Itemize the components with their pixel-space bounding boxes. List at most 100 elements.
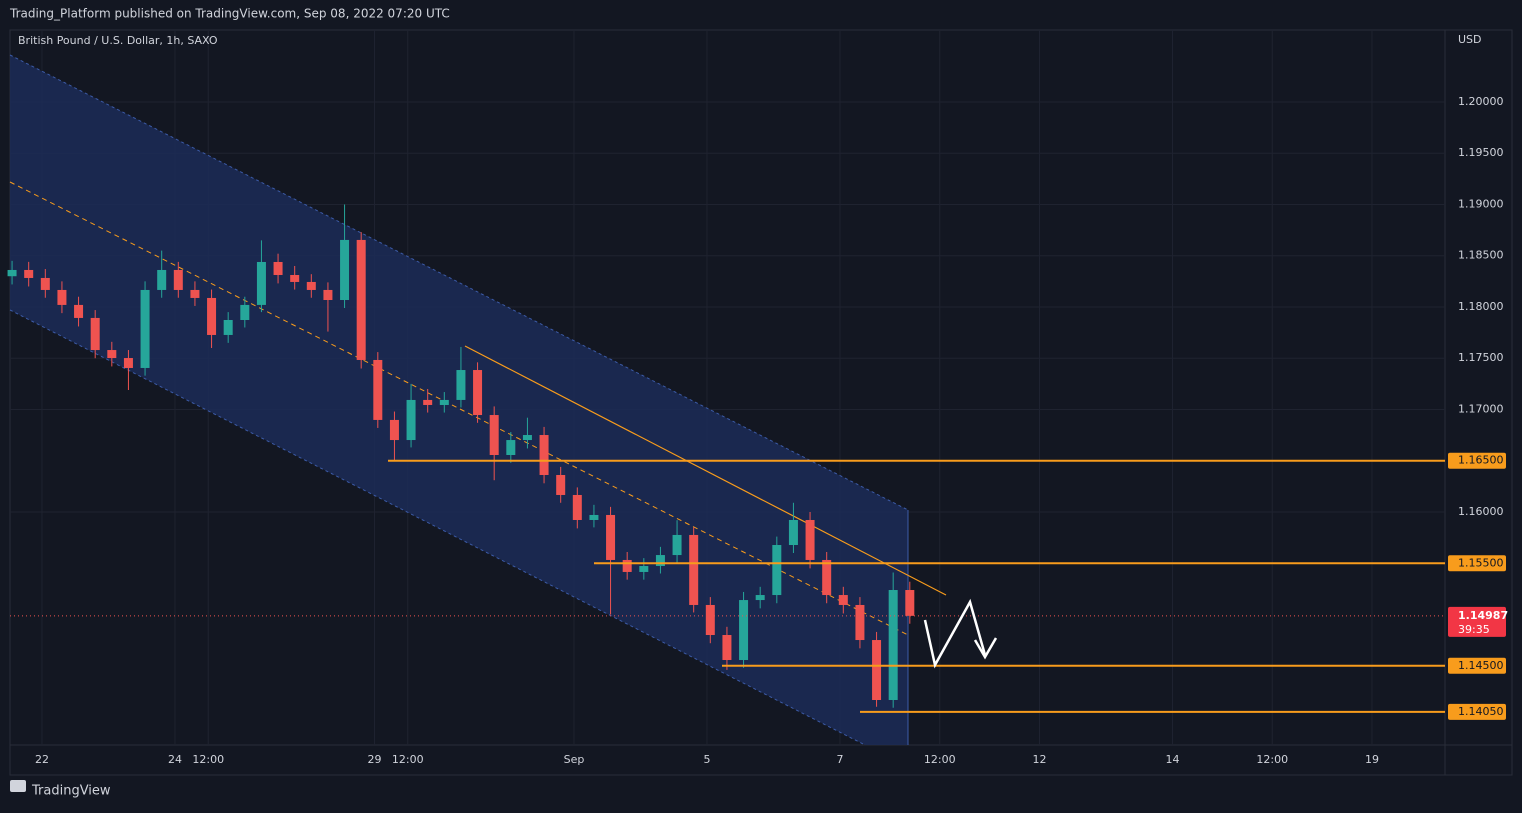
arrow-head xyxy=(973,637,998,660)
candles xyxy=(7,204,915,708)
candle-body xyxy=(838,595,848,605)
channel xyxy=(10,55,908,745)
candle-body xyxy=(157,269,167,290)
candle-body xyxy=(123,358,133,368)
x-tick-label: 24 xyxy=(168,753,182,766)
candle-body xyxy=(755,595,765,601)
x-tick-label: 12:00 xyxy=(1256,753,1288,766)
candle-body xyxy=(489,415,499,456)
candle-body xyxy=(173,269,183,290)
candle-body xyxy=(705,604,715,636)
x-tick-label: 7 xyxy=(836,753,843,766)
last-price-tag xyxy=(1448,606,1506,637)
candle-body xyxy=(406,399,416,441)
candle-body xyxy=(788,519,798,546)
channel-bottom xyxy=(9,309,866,746)
candle-body xyxy=(389,419,399,441)
brand[interactable]: TradingView xyxy=(31,784,111,799)
candle-body xyxy=(822,559,832,596)
x-tick-label: 22 xyxy=(35,753,49,766)
candle-body xyxy=(473,370,483,416)
candle-body xyxy=(689,534,699,605)
logo xyxy=(10,780,26,792)
level-tag xyxy=(1448,703,1506,720)
currency: USD xyxy=(1458,33,1482,46)
level-tag xyxy=(1448,555,1506,572)
level-label: 1.16500 xyxy=(1458,454,1504,467)
y-tick-label: 1.19500 xyxy=(1458,146,1504,159)
candle-body xyxy=(90,317,100,351)
candle-body xyxy=(655,555,665,567)
candle-body xyxy=(306,281,316,290)
x-tick-label: Sep xyxy=(564,753,585,766)
candle-body xyxy=(439,399,449,405)
y-tick-label: 1.16000 xyxy=(1458,505,1504,518)
countdown: 39:35 xyxy=(1458,623,1490,636)
candle-body xyxy=(522,435,532,441)
candle-body xyxy=(207,297,217,335)
candle-body xyxy=(107,350,117,359)
y-tick-label: 1.17000 xyxy=(1458,402,1504,415)
candle-body xyxy=(190,289,200,298)
level-label: 1.15500 xyxy=(1458,556,1504,569)
candle-body xyxy=(606,514,616,560)
candle-body xyxy=(772,545,782,596)
candle-body xyxy=(223,319,233,335)
candle-body xyxy=(57,289,67,305)
candle-body xyxy=(572,494,582,520)
level-label: 1.14500 xyxy=(1458,659,1504,672)
candle-body xyxy=(672,534,682,556)
level-tag xyxy=(1448,452,1506,469)
level-tag xyxy=(1448,657,1506,674)
candle-body xyxy=(556,474,566,495)
y-tick-label: 1.19000 xyxy=(1458,197,1504,210)
x-tick-label: 12:00 xyxy=(924,753,956,766)
x-tick-label: 12:00 xyxy=(392,753,424,766)
candle-body xyxy=(589,514,599,520)
candle-body xyxy=(888,590,898,700)
candle-body xyxy=(722,635,732,661)
x-tick-label: 12:00 xyxy=(192,753,224,766)
candle-body xyxy=(323,289,333,301)
level-label: 1.14050 xyxy=(1458,705,1504,718)
y-tick-label: 1.18000 xyxy=(1458,300,1504,313)
x-tick-label: 5 xyxy=(703,753,710,766)
candle-body xyxy=(423,399,433,405)
x-tick-label: 29 xyxy=(367,753,381,766)
candle-body xyxy=(905,590,915,616)
candle-body xyxy=(805,519,815,560)
candle-body xyxy=(855,604,865,641)
candle-body xyxy=(273,261,283,275)
candle-body xyxy=(539,435,549,475)
projection-arrow xyxy=(923,598,987,669)
candle-body xyxy=(140,289,150,368)
candle-body xyxy=(256,261,266,305)
publish-note: Trading_Platform published on TradingVie… xyxy=(9,7,450,21)
candle-body xyxy=(40,277,50,290)
candle-body xyxy=(290,274,300,282)
x-tick-label: 12 xyxy=(1032,753,1046,766)
candle-body xyxy=(7,269,17,277)
candle-body xyxy=(24,269,34,278)
candle-body xyxy=(639,566,649,572)
candle-body xyxy=(373,359,383,420)
y-tick-label: 1.18500 xyxy=(1458,249,1504,262)
candle-body xyxy=(356,239,366,360)
candle-body xyxy=(506,440,516,456)
candle-body xyxy=(622,559,632,572)
y-tick-label: 1.20000 xyxy=(1458,95,1504,108)
candle-body xyxy=(240,304,250,320)
candle-body xyxy=(74,304,84,318)
candle-body xyxy=(872,640,882,700)
channel-mid xyxy=(9,181,909,636)
y-tick-label: 1.17500 xyxy=(1458,351,1504,364)
trendline xyxy=(464,345,947,596)
x-tick-label: 19 xyxy=(1365,753,1379,766)
candle-body xyxy=(340,239,350,301)
candle-body xyxy=(456,370,466,400)
chart-title: British Pound / U.S. Dollar, 1h, SAXO xyxy=(18,34,218,47)
candle-body xyxy=(739,600,749,661)
x-tick-label: 14 xyxy=(1165,753,1179,766)
